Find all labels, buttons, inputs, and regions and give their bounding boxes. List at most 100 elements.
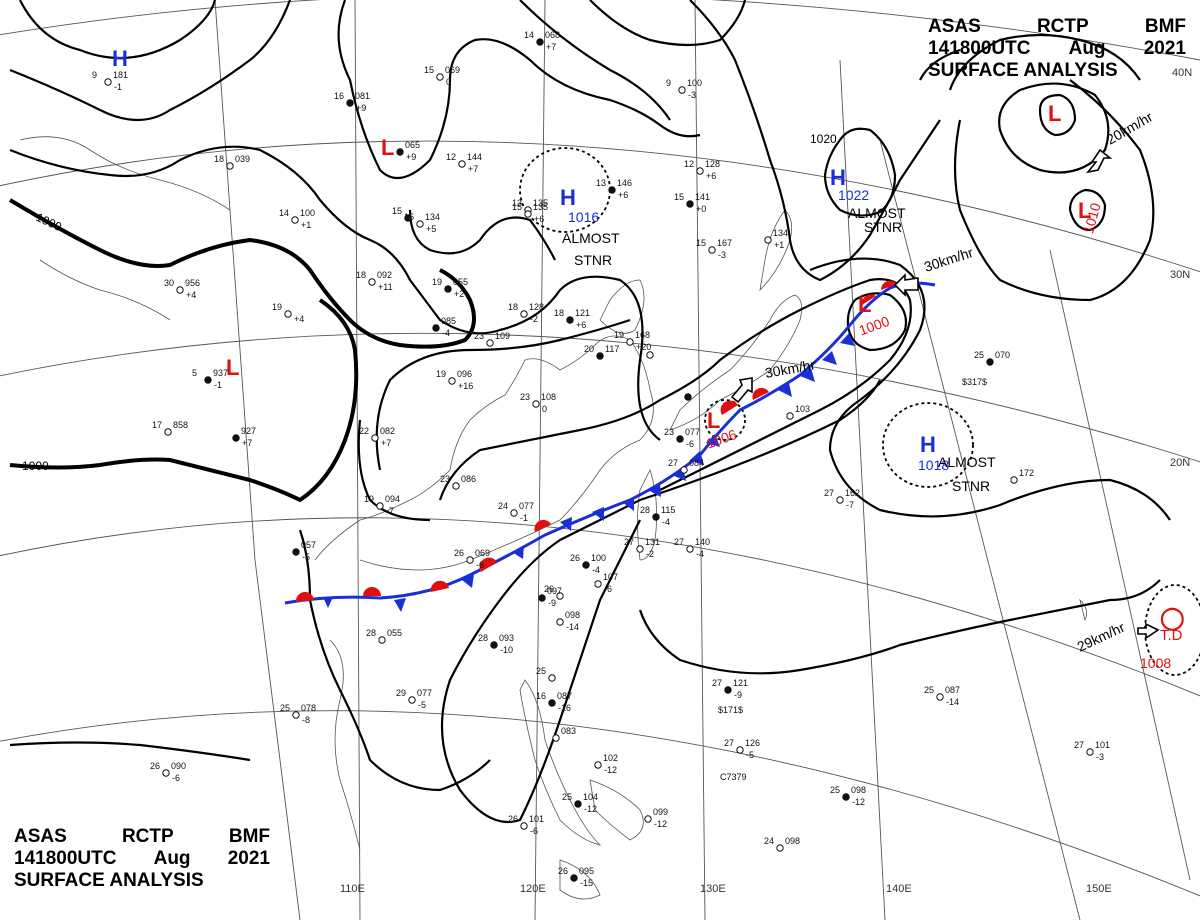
station-circle [448,377,456,385]
station-plot: 16 081 +9 [334,91,370,113]
station-tendency: -1 [214,380,222,390]
station-circle [452,482,460,490]
status-labels: ALMOST STNR ALMOST STNR ALMOST STNR [562,205,996,494]
station-tendency: +6 [576,320,586,330]
high-center-okhotsk-value: 1022 [838,187,869,203]
station-pressure: 055 [453,277,468,287]
station-pressure: 172 [1019,468,1034,478]
station-plot: 085-4 [432,316,456,338]
td-center-symbol: ◯ [1160,605,1185,631]
station-pressure: 102 [603,753,618,763]
station-temp: 26 [454,548,464,558]
station-temp: 9 [92,70,97,80]
station-tendency: +20 [636,342,651,352]
station-temp: 13 [596,178,606,188]
station-plot [646,351,654,359]
station-plot: 14 100 +1 [279,208,315,230]
station-temp: 9 [666,78,671,88]
header-bottom-year: 2021 [227,848,270,869]
station-plot: 24 098 [764,836,800,852]
station-circle [552,734,560,742]
station-plot: 26 090 -6 [150,761,186,783]
station-temp: 23 [520,392,530,402]
station-circle [164,428,172,436]
station-temp: 26 [570,553,580,563]
station-circle [466,556,474,564]
station-circle [724,686,732,694]
station-circle [594,761,602,769]
station-tendency: -6 [604,584,612,594]
header-top-code1: ASAS [928,16,981,37]
station-tendency: -4 [662,517,670,527]
station-tendency: -3 [718,250,726,260]
station-plot: 16 087 -16 [536,691,572,713]
station-temp: 26 [558,866,568,876]
status-almost-3: ALMOST [938,454,996,470]
station-circle [486,339,494,347]
station-pressure: 141 [695,192,710,202]
station-circle [226,162,234,170]
station-temp: 14 [279,208,289,218]
station-tendency: -7 [846,500,854,510]
station-circle [594,580,602,588]
low-center-kamchatka: L [1048,101,1061,126]
station-pressure: 098 [565,610,580,620]
header-top-time: 141800UTC [928,38,1031,59]
station-circle [378,636,386,644]
station-pressure: 092 [377,270,392,280]
movement-arrows [730,148,1160,640]
station-temp: 5 [192,368,197,378]
station-pressure: 109 [495,331,510,341]
station-plot: 102-12 [594,753,618,775]
station-tendency: +11 [378,282,393,292]
status-stnr-2: STNR [864,219,902,235]
station-tendency: -5 [746,750,754,760]
low-center-east: L [1078,198,1091,223]
station-plot: 24 077 -1 [498,501,534,523]
station-tendency: +2 [454,289,464,299]
station-tendency: -12 [852,797,865,807]
station-pressure: 083 [561,726,576,736]
status-stnr-1: STNR [574,252,612,268]
station-tendency: +16 [458,381,473,391]
station-plot: 28 115 -4 [640,505,675,527]
station-plot: 083 [552,726,576,742]
station-circle [368,278,376,286]
station-tendency: +0 [696,204,706,214]
station-pressure: 093 [499,633,514,643]
station-tendency: -15 [580,878,593,888]
station-tendency: -6 [172,773,180,783]
station-tendency: -2 [530,314,538,324]
station-circle [176,286,184,294]
station-plot: 14 068 +7 [524,30,560,52]
station-temp: 19 [432,277,442,287]
station-temp: 15 [424,65,434,75]
station-tendency: +9 [406,152,416,162]
station-plot: 19 168 +20 [614,330,651,352]
station-temp: 20 [584,344,594,354]
station-circle [520,822,528,830]
header-bottom-code3: BMF [228,826,270,847]
station-pressure: 082 [380,426,395,436]
station-temp: 25 [280,703,290,713]
station-pressure: 121 [733,678,748,688]
lon-label-130: 130E [700,883,726,895]
station-temp: 23 [440,474,450,484]
station-circle [708,246,716,254]
station-plot: 28 093 -10 [478,633,514,655]
station-temp: 19 [436,369,446,379]
station-circle [676,435,684,443]
station-pressure: 858 [173,420,188,430]
station-plot: 26 [544,584,564,600]
station-pressure: 098 [785,836,800,846]
station-plot: 28 055 [366,628,402,644]
station-temp: 26 [544,584,554,594]
station-circle [626,338,634,346]
station-pressure: 068 [545,30,560,40]
station-circle [538,594,546,602]
station-circle [536,38,544,46]
station-pressure: 070 [995,350,1010,360]
station-circle [566,316,574,324]
station-tendency: -5 [302,552,310,562]
station-temp: 27 [824,488,834,498]
